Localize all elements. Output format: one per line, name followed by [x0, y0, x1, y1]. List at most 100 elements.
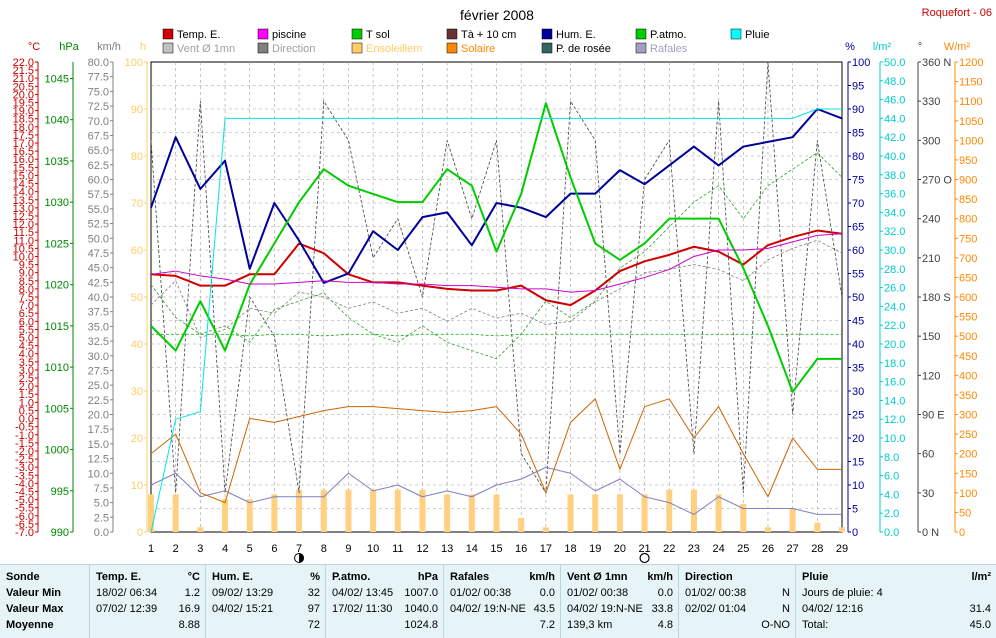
axis-tick-label: -5.0 [15, 495, 34, 507]
stat-min-value: 32 [307, 587, 320, 599]
axis-tick-label: 150 [959, 468, 977, 480]
axis-tick-label: 25 [852, 410, 864, 422]
axis-tick-label: 19.5 [13, 98, 34, 110]
axis-tick-label: 100 [852, 57, 870, 69]
axis-tick-label: 80.0 [88, 57, 109, 69]
axis-tick-label: 30 [852, 386, 864, 398]
axis-tick-label: -3.0 [15, 462, 34, 474]
stat-max-date: 04/02/ 19:N-NE [450, 603, 526, 615]
x-tick-label: 22 [663, 543, 675, 555]
axis-tick-label: 2.0 [884, 508, 899, 520]
axis-tick-label: 1050 [959, 116, 983, 128]
axis-tick-label: -2.5 [15, 454, 34, 466]
footer-stat-column: P.atmo. hPa 04/02/ 13:45 1007.0 17/02/ 11:30… [325, 565, 444, 638]
legend-swatch [351, 28, 363, 40]
axis-tick-label: 300 [922, 135, 940, 147]
stat-title: Rafales [450, 571, 490, 583]
chart-axes: °C-7.0-6.5-6.0-5.5-5.0-4.5-4.0-3.5-3.0-2… [13, 41, 984, 539]
axis-tick-label: 22.0 [13, 57, 34, 69]
footer-line: Moyenne [0, 617, 89, 633]
axis-tick-label: 16.0 [13, 154, 34, 166]
stats-footer: Sonde Valeur Min Valeur Max Moyenne Temp. E.… [0, 564, 996, 638]
footer-line: 02/02/ 01:04 N [679, 601, 796, 617]
legend-item: Solaire [446, 42, 495, 55]
axis-tick-label: 850 [959, 194, 977, 206]
legend-item: Rafales [635, 42, 688, 55]
axis-tick-label: 55.0 [88, 204, 109, 216]
axis-hPa: hPa 990 995 1000 1005 1010 1015 1020 1025 1030 103… [45, 41, 80, 539]
axis-tick-label: 200 [959, 449, 977, 461]
stat-unit: km/h [529, 571, 555, 583]
series-line-piscine [150, 233, 843, 293]
axis-tick-label: 1020 [45, 280, 69, 292]
axis-tick-label: 250 [959, 429, 977, 441]
axis-tick-label: 95 [852, 81, 864, 93]
axis-tick-label: 990 [51, 527, 69, 539]
axis-tick-label: 10.0 [13, 251, 34, 263]
footer-line: 01/02/ 00:38 0.0 [561, 585, 679, 601]
legend-item: Vent Ø 1mn [162, 42, 235, 55]
axis-tick-label: 0.0 [19, 414, 34, 426]
footer-line: Vent Ø 1mn km/h [561, 569, 679, 585]
axis-tick-label: 46.0 [884, 95, 905, 107]
axis-tick-label: 14.0 [884, 395, 905, 407]
axis-tick-label: 42.0 [884, 132, 905, 144]
axis-tick-label: 600 [959, 292, 977, 304]
footer-row-labels: Sonde Valeur Min Valeur Max Moyenne [0, 565, 89, 638]
dashed-series [150, 239, 843, 339]
footer-line: Pluie l/m² [796, 569, 996, 585]
axis-tick-label: 100 [959, 488, 977, 500]
footer-line: Temp. E. °C [90, 569, 206, 585]
axis-tick-label: 9.5 [19, 260, 34, 272]
axis-tick-label: 11.0 [13, 235, 34, 247]
axis-tick-label: 1045 [45, 73, 69, 85]
axis-tick-label: -2.0 [15, 446, 34, 458]
axis-tick-label: 6.5 [19, 308, 34, 320]
footer-line: 04/02/ 12:16 31.4 [796, 601, 996, 617]
axis-tick-label: 6.0 [884, 471, 899, 483]
axis-tick-label: 21.5 [13, 65, 34, 77]
sunshine-bar [222, 499, 229, 532]
x-tick-label: 16 [515, 543, 527, 555]
sunshine-bar [764, 527, 771, 532]
axis-tick-label: 12.5 [13, 211, 34, 223]
stat-min-value: 0.0 [539, 587, 555, 599]
x-tick-label: 29 [836, 543, 848, 555]
axis-tick-label: 45.0 [88, 263, 109, 275]
sunshine-bar [814, 522, 821, 532]
legend-swatch [541, 42, 553, 54]
legend-label: Solaire [461, 43, 495, 55]
axis-tick-label: 120 [922, 370, 940, 382]
axis-tick-label: 18.0 [13, 122, 34, 134]
axis-tick-label: 1030 [45, 197, 69, 209]
axis-tick-label: 20 [852, 433, 864, 445]
stat-min-date: 04/02/ 13:45 [332, 587, 394, 599]
x-tick-label: 10 [367, 543, 379, 555]
axis-tick-label: 8.5 [19, 276, 34, 288]
axis-tick-label: 77.5 [88, 72, 109, 84]
axis-tick-label: 5.0 [94, 498, 109, 510]
axis-tick-label: 13.0 [13, 203, 34, 215]
legend-label: Rafales [650, 43, 688, 55]
stat-unit: °C [187, 571, 200, 583]
legend-label: Vent Ø 1mn [177, 43, 235, 55]
axis-tick-label: 14.5 [13, 179, 34, 191]
axis-tick-label: 32.0 [884, 226, 905, 238]
axis-tick-label: 330 [922, 96, 940, 108]
axis-tick-label: 150 [922, 331, 940, 343]
sunshine-bar [246, 499, 253, 532]
axis-tick-label: 450 [959, 351, 977, 363]
sunshine-bar [666, 489, 673, 532]
axis-tick-label: -7.0 [15, 527, 34, 539]
footer-stat-column: Temp. E. °C 18/02/ 06:34 1.2 07/02/ 12:39 16.… [89, 565, 206, 638]
footer-line: Total: 45.0 [796, 617, 996, 633]
axis-tick-label: 10.0 [884, 433, 905, 445]
sunshine-bar [740, 503, 747, 532]
axis-tick-label: 28.0 [884, 264, 905, 276]
axis-tick-label: 10.0 [88, 468, 109, 480]
sunshine-bar [271, 494, 278, 532]
axis-tick-label: 300 [959, 410, 977, 422]
legend-item: piscine [257, 28, 306, 41]
axis-tick-label: 80 [131, 151, 143, 163]
stat-unit: hPa [417, 571, 438, 583]
